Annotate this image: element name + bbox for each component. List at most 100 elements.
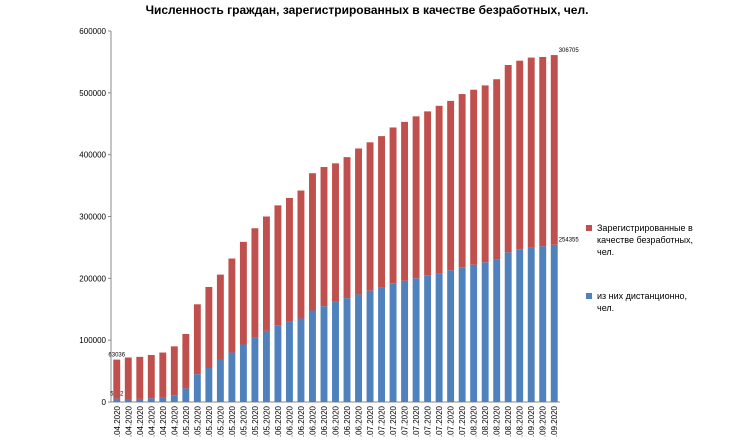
x-tick-label: .04.2020: [159, 405, 168, 437]
legend-item: Зарегистрированные в качестве безработны…: [586, 222, 706, 258]
x-tick-label: .04.2020: [136, 405, 145, 437]
bar-segment: [481, 85, 489, 263]
bar-segment: [239, 344, 247, 402]
x-tick-label: .04.2020: [147, 405, 156, 437]
bar-segment: [550, 244, 558, 402]
x-tick-label: .04.2020: [113, 405, 122, 437]
x-tick-label: .07.2020: [401, 405, 410, 437]
bar-segment: [389, 283, 397, 402]
bar-segment: [193, 304, 201, 375]
bar-segment: [182, 388, 190, 402]
y-tick-label: 300000: [79, 213, 106, 222]
data-label: 306705: [559, 48, 580, 54]
bar-segment: [193, 374, 201, 402]
bar-segment: [332, 163, 339, 302]
x-tick-label: .06.2020: [320, 405, 329, 437]
x-tick-label: .05.2020: [182, 405, 191, 437]
bar-segment: [412, 278, 420, 402]
x-tick-label: .08.2020: [470, 405, 479, 437]
x-tick-label: .07.2020: [447, 405, 456, 437]
x-tick-label: .07.2020: [366, 405, 375, 437]
bar-segment: [309, 310, 316, 402]
x-tick-label: .05.2020: [205, 405, 214, 437]
bar-segment: [424, 111, 432, 276]
x-tick-label: .05.2020: [239, 405, 248, 437]
bar-segment: [285, 197, 293, 322]
bar-segment: [136, 398, 144, 402]
bar-segment: [297, 318, 305, 402]
bar-segment: [274, 325, 282, 402]
bar-segment: [435, 105, 443, 274]
legend-label: из них дистанционно, чел.: [597, 291, 688, 313]
bar-segment: [539, 246, 547, 402]
x-tick-label: .07.2020: [458, 405, 467, 437]
bar-segment: [124, 399, 132, 402]
legend-swatch: [586, 225, 592, 231]
x-tick-label: .06.2020: [308, 405, 317, 437]
bar-segment: [170, 346, 178, 396]
bar-segment: [516, 60, 524, 250]
bar-segment: [424, 275, 432, 402]
bar-segment: [297, 190, 305, 319]
bar-segment: [366, 142, 374, 291]
x-tick-label: .05.2020: [216, 405, 225, 437]
bar-segment: [205, 367, 213, 402]
bar-segment: [332, 301, 339, 402]
bar-segment: [527, 57, 535, 248]
x-tick-label: .05.2020: [251, 405, 260, 437]
x-tick-label: .08.2020: [504, 405, 513, 437]
bar-segment: [228, 352, 236, 402]
bar-segment: [251, 337, 259, 402]
bar-segment: [228, 258, 236, 353]
legend-swatch: [586, 293, 592, 299]
x-tick-label: .05.2020: [228, 405, 237, 437]
x-tick-label: .06.2020: [285, 405, 294, 437]
x-tick-label: .07.2020: [389, 405, 398, 437]
bar-segment: [470, 89, 478, 265]
bar-segment: [170, 395, 178, 402]
bar-segment: [378, 287, 386, 402]
y-tick-label: 200000: [79, 274, 106, 283]
bar-segment: [389, 127, 397, 284]
x-tick-label: .08.2020: [493, 405, 502, 437]
bar-segment: [378, 136, 386, 288]
bar-segment: [159, 352, 167, 398]
x-tick-label: .04.2020: [124, 405, 133, 437]
x-tick-label: .08.2020: [516, 405, 525, 437]
bar-segment: [447, 270, 455, 402]
bar-segment: [147, 355, 155, 399]
bar-segment: [113, 359, 121, 399]
x-tick-label: .06.2020: [297, 405, 306, 437]
bar-segment: [159, 397, 167, 402]
data-label: 63036: [108, 353, 125, 359]
bar-segment: [539, 56, 547, 247]
bar-segment: [458, 94, 466, 268]
y-tick-label: 600000: [79, 27, 106, 36]
x-tick-label: .07.2020: [378, 405, 387, 437]
bar-segment: [205, 286, 213, 368]
y-tick-label: 0: [102, 398, 107, 407]
x-tick-label: .07.2020: [412, 405, 421, 437]
bar-segment: [343, 157, 351, 299]
bar-segment: [239, 241, 247, 345]
bar-segment: [458, 267, 466, 402]
bar-segment: [262, 216, 270, 331]
bar-segment: [355, 148, 362, 295]
bar-segment: [113, 398, 121, 402]
bar-segment: [447, 100, 455, 271]
x-tick-label: .09.2020: [527, 405, 536, 437]
x-tick-label: .07.2020: [435, 405, 444, 437]
bar-segment: [493, 259, 501, 402]
bar-segment: [343, 298, 351, 402]
y-tick-label: 400000: [79, 151, 106, 160]
bar-segment: [136, 356, 144, 399]
bar-segment: [262, 330, 270, 402]
x-tick-label: .06.2020: [332, 405, 341, 437]
x-tick-label: .04.2020: [170, 405, 179, 437]
bar-segment: [366, 290, 374, 402]
bar-segment: [124, 357, 132, 400]
bar-segment: [355, 294, 362, 402]
y-tick-label: 500000: [79, 89, 106, 98]
